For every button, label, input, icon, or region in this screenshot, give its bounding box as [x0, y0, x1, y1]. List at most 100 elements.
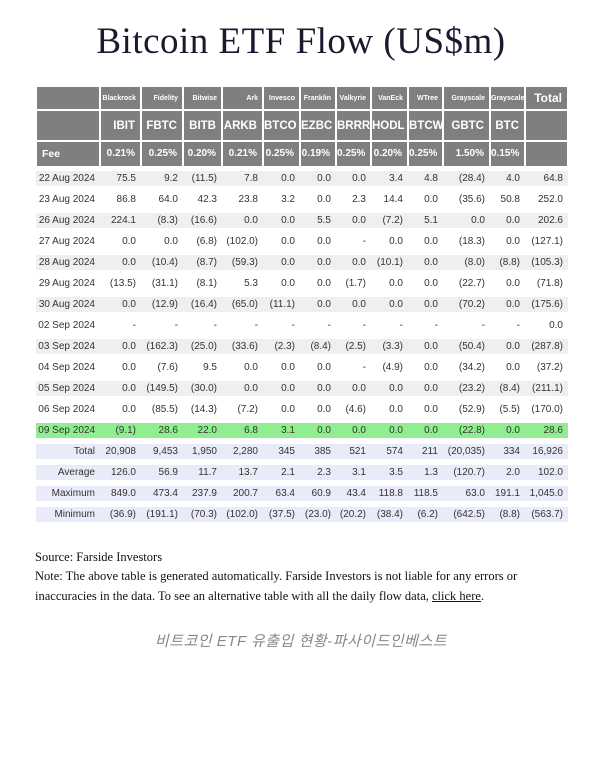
value-cell: 0.0	[336, 210, 371, 234]
value-cell: 0.0	[263, 231, 300, 255]
value-cell: 63.0	[443, 483, 490, 507]
value-cell: 5.1	[408, 210, 443, 234]
value-cell: (52.9)	[443, 399, 490, 423]
value-cell: (22.7)	[443, 273, 490, 297]
value-cell: 2.3	[300, 462, 336, 486]
value-cell: -	[100, 315, 141, 339]
value-cell: 5.3	[222, 273, 263, 297]
value-cell: (120.7)	[443, 462, 490, 486]
value-cell: 0.0	[300, 399, 336, 423]
provider-name: Bitwise	[182, 85, 223, 111]
value-cell: -	[222, 315, 263, 339]
value-cell: (50.4)	[443, 336, 490, 360]
value-cell: (33.6)	[222, 336, 263, 360]
value-cell: 4.0	[490, 168, 525, 192]
value-cell: 2.0	[490, 462, 525, 486]
value-cell: (8.4)	[490, 378, 525, 402]
value-cell: 0.0	[371, 378, 408, 402]
note-text-after: .	[480, 588, 485, 603]
value-cell: (162.3)	[141, 336, 183, 360]
value-cell: (12.9)	[141, 294, 183, 318]
value-cell: 0.0	[336, 420, 371, 444]
value-cell: 56.9	[141, 462, 183, 486]
value-cell: 0.0	[490, 420, 525, 444]
click-here-link[interactable]: click here	[432, 588, 481, 603]
provider-name: Fidelity	[140, 85, 184, 111]
value-cell: 43.4	[336, 483, 371, 507]
total-column-blank	[524, 140, 569, 171]
value-cell: 50.8	[490, 189, 525, 213]
value-cell: 211	[408, 441, 443, 465]
value-cell: 3.1	[263, 420, 300, 444]
fee-value: 0.21%	[99, 140, 142, 171]
value-cell: -	[141, 315, 183, 339]
table-row: 06 Sep 2024 0.0 (85.5) (14.3) (7.2) 0.0 0.0 (4.…	[36, 399, 568, 423]
value-cell: (8.7)	[183, 252, 222, 276]
value-cell: 0.0	[490, 357, 525, 381]
value-cell: 0.0	[263, 357, 300, 381]
value-cell: 0.0	[100, 336, 141, 360]
value-cell: 0.0	[408, 378, 443, 402]
value-cell: 200.7	[222, 483, 263, 507]
value-cell: (70.3)	[183, 504, 222, 528]
value-cell: 521	[336, 441, 371, 465]
value-cell: 2,280	[222, 441, 263, 465]
value-cell: 0.0	[100, 378, 141, 402]
table-row: 29 Aug 2024 (13.5) (31.1) (8.1) 5.3 0.0 0.0 (1.…	[36, 273, 568, 297]
date-cell: 06 Sep 2024	[36, 399, 100, 423]
value-cell: 86.8	[100, 189, 141, 213]
provider-name: Franklin	[299, 85, 337, 111]
value-cell: 0.0	[490, 336, 525, 360]
caption-korean: 비트코인 ETF 유출입 현황-파사이드인베스트	[154, 633, 448, 651]
date-cell: 23 Aug 2024	[36, 189, 100, 213]
fee-value: 0.19%	[299, 140, 337, 171]
value-cell: 13.7	[222, 462, 263, 486]
value-cell: 0.0	[300, 357, 336, 381]
value-cell: 0.0	[222, 210, 263, 234]
ticker-name: BTCW	[407, 109, 444, 142]
value-cell: (5.5)	[490, 399, 525, 423]
value-cell: 0.0	[408, 294, 443, 318]
value-cell: (6.2)	[408, 504, 443, 528]
value-cell: (16.6)	[183, 210, 222, 234]
value-cell: 0.0	[525, 315, 568, 339]
value-cell: 345	[263, 441, 300, 465]
value-cell: (127.1)	[525, 231, 568, 255]
provider-name: Invesco	[262, 85, 301, 111]
value-cell: 3.1	[336, 462, 371, 486]
value-cell: 0.0	[300, 420, 336, 444]
value-cell: (191.1)	[141, 504, 183, 528]
value-cell: -	[263, 315, 300, 339]
value-cell: (25.0)	[183, 336, 222, 360]
value-cell: 0.0	[263, 399, 300, 423]
summary-row: Average 126.0 56.9 11.7 13.7 2.1 2.3 3.1 3.5 1.3(…	[36, 462, 568, 486]
ticker-name: HODL	[370, 109, 409, 142]
value-cell: (34.2)	[443, 357, 490, 381]
value-cell: 0.0	[141, 231, 183, 255]
summary-row: Maximum 849.0 473.4 237.9 200.7 63.4 60.9 43.4 1…	[36, 483, 568, 507]
total-column-header: Total	[524, 85, 569, 111]
value-cell: 1,045.0	[525, 483, 568, 507]
date-cell: 29 Aug 2024	[36, 273, 100, 297]
value-cell: 0.0	[371, 231, 408, 255]
value-cell: 0.0	[408, 231, 443, 255]
value-cell: 0.0	[300, 273, 336, 297]
value-cell: (8.1)	[183, 273, 222, 297]
fee-value: 0.25%	[262, 140, 301, 171]
value-cell: 118.5	[408, 483, 443, 507]
value-cell: -	[183, 315, 222, 339]
summary-row: Total 20,908 9,453 1,950 2,280 345 385 521 574 21…	[36, 441, 568, 465]
table-row: 09 Sep 2024 (9.1) 28.6 22.0 6.8 3.1 0.0 0.0 0.0 0…	[36, 420, 568, 444]
date-cell: 28 Aug 2024	[36, 252, 100, 276]
value-cell: (38.4)	[371, 504, 408, 528]
value-cell: 0.0	[100, 357, 141, 381]
value-cell: 63.4	[263, 483, 300, 507]
value-cell: (3.3)	[371, 336, 408, 360]
value-cell: 0.0	[408, 336, 443, 360]
value-cell: (23.0)	[300, 504, 336, 528]
value-cell: 1.3	[408, 462, 443, 486]
total-column-blank	[524, 109, 569, 142]
value-cell: 0.0	[490, 210, 525, 234]
value-cell: 0.0	[336, 252, 371, 276]
value-cell: (23.2)	[443, 378, 490, 402]
